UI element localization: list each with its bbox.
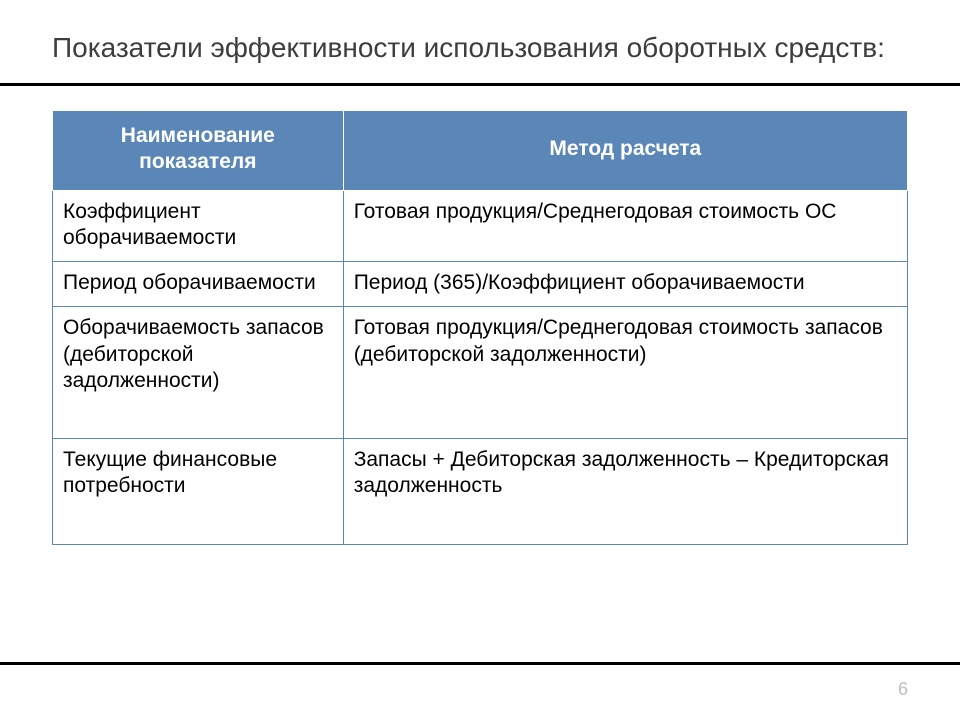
cell-method: Готовая продукция/Среднегодовая стоимост…	[343, 307, 907, 439]
cell-method: Готовая продукция/Среднегодовая стоимост…	[343, 190, 907, 262]
content-area: Наименование показателя Метод расчета Ко…	[0, 86, 960, 545]
cell-method: Период (365)/Коэффициент оборачиваемости	[343, 262, 907, 307]
table-row: Коэффициент оборачиваемости Готовая прод…	[53, 190, 908, 262]
cell-name: Оборачиваемость запасов (дебиторской зад…	[53, 307, 344, 439]
table-row: Оборачиваемость запасов (дебиторской зад…	[53, 307, 908, 439]
bottom-rule	[0, 662, 960, 665]
table-row: Текущие финансовые потребности Запасы + …	[53, 439, 908, 545]
table-header-row: Наименование показателя Метод расчета	[53, 111, 908, 191]
cell-name: Текущие финансовые потребности	[53, 439, 344, 545]
page-number: 6	[898, 679, 908, 700]
cell-name: Коэффициент оборачиваемости	[53, 190, 344, 262]
cell-name: Период оборачиваемости	[53, 262, 344, 307]
cell-method: Запасы + Дебиторская задолженность – Кре…	[343, 439, 907, 545]
indicators-table: Наименование показателя Метод расчета Ко…	[52, 110, 908, 545]
slide-title: Показатели эффективности использования о…	[52, 30, 908, 65]
col-header-name: Наименование показателя	[53, 111, 344, 191]
slide: Показатели эффективности использования о…	[0, 0, 960, 720]
table-row: Период оборачиваемости Период (365)/Коэф…	[53, 262, 908, 307]
title-block: Показатели эффективности использования о…	[0, 0, 960, 75]
col-header-method: Метод расчета	[343, 111, 907, 191]
